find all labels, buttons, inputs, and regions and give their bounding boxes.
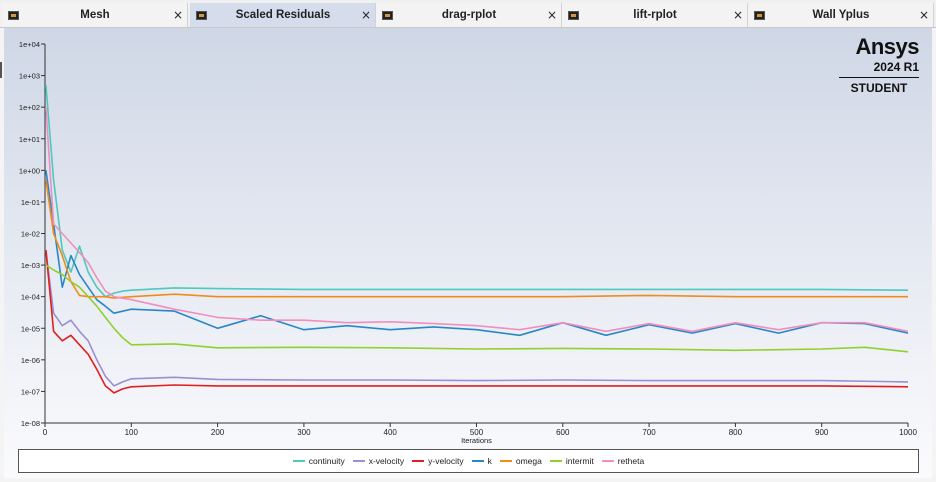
y-tick-label: 1e-03: [21, 261, 40, 270]
legend-label: intermit: [565, 456, 594, 466]
legend-item-intermit: intermit: [549, 456, 594, 466]
legend-label: continuity: [308, 456, 345, 466]
graphics-window-icon: [382, 10, 393, 20]
graphics-window[interactable]: 1e+04 1e+03 1e+02 1e+01 1e+00 1e-01 1e-02 1e-03…: [4, 28, 932, 478]
x-tick-label: 900: [815, 428, 829, 437]
legend-swatch: [601, 460, 614, 462]
tab-label: Mesh: [80, 9, 110, 21]
legend-item-k: k: [471, 456, 492, 466]
close-icon[interactable]: ×: [918, 8, 930, 22]
x-tick-label: 200: [211, 428, 225, 437]
y-tick-label: 1e+00: [19, 166, 40, 175]
legend-swatch: [352, 460, 365, 462]
x-tick-label: 800: [729, 428, 743, 437]
close-icon[interactable]: ×: [546, 8, 558, 22]
tab-mesh[interactable]: Mesh ×: [2, 3, 188, 27]
close-icon[interactable]: ×: [172, 8, 184, 22]
legend-label: x-velocity: [368, 456, 405, 466]
y-tick-label: 1e+02: [19, 103, 40, 112]
legend-swatch: [292, 460, 305, 462]
y-tick-label: 1e-08: [21, 419, 40, 428]
brand-divider: [839, 77, 919, 78]
graphics-window-icon: [196, 10, 207, 20]
tab-scaled-residuals[interactable]: Scaled Residuals ×: [190, 3, 376, 27]
chart-background: [4, 28, 932, 478]
legend-item-omega: omega: [499, 456, 542, 466]
tab-label: Scaled Residuals: [235, 9, 331, 21]
y-tick-label: 1e-06: [21, 356, 40, 365]
legend-item-y-velocity: y-velocity: [412, 456, 464, 466]
brand-edition: STUDENT: [850, 81, 908, 95]
ansys-logo: Ansys 2024 R1 STUDENT: [839, 34, 920, 95]
tab-drag-rplot[interactable]: drag-rplot ×: [376, 3, 562, 27]
legend-label: omega: [515, 456, 542, 466]
y-tick-label: 1e-02: [21, 230, 40, 239]
residuals-chart[interactable]: 1e+04 1e+03 1e+02 1e+01 1e+00 1e-01 1e-02 1e-03…: [4, 28, 932, 478]
y-tick-label: 1e-07: [21, 387, 40, 396]
series-line-k: [45, 170, 909, 337]
tab-lift-rplot[interactable]: lift-rplot ×: [562, 3, 748, 27]
brand-version: 2024 R1: [873, 60, 919, 74]
graphics-window-icon: [568, 10, 579, 20]
x-tick-label: 300: [297, 428, 311, 437]
panel-edge-marker: [0, 62, 3, 78]
brand-name: Ansys: [855, 34, 919, 59]
graphics-window-icon: [8, 10, 19, 20]
x-axis-label: Iterations: [461, 436, 492, 445]
y-tick-label: 1e+04: [19, 40, 40, 49]
legend-item-x-velocity: x-velocity: [352, 456, 405, 466]
legend-swatch: [412, 460, 425, 462]
close-icon[interactable]: ×: [360, 8, 372, 22]
series-line-y-velocity: [45, 249, 909, 394]
close-icon[interactable]: ×: [732, 8, 744, 22]
x-tick-label: 700: [642, 428, 656, 437]
chart-series: [45, 85, 909, 394]
y-tick-label: 1e+01: [19, 135, 40, 144]
tab-label: drag-rplot: [441, 9, 497, 21]
series-line-omega: [45, 179, 908, 299]
y-tick-label: 1e+03: [19, 72, 40, 81]
y-tick-label: 1e-01: [21, 198, 40, 207]
series-line-intermit: [45, 264, 909, 353]
x-tick-label: 600: [556, 428, 570, 437]
x-tick-label: 0: [43, 428, 48, 437]
x-tick-label: 400: [384, 428, 398, 437]
x-tick-label: 100: [125, 428, 139, 437]
legend-label: retheta: [617, 456, 645, 466]
x-tick-label: 500: [470, 428, 484, 437]
y-tick-label: 1e-04: [21, 293, 40, 302]
legend-swatch: [549, 460, 562, 462]
legend-item-retheta: retheta: [601, 456, 645, 466]
legend-label: y-velocity: [428, 456, 464, 466]
y-tick-label: 1e-05: [21, 324, 40, 333]
chart-axes: 1e+04 1e+03 1e+02 1e+01 1e+00 1e-01 1e-02 1e-03…: [19, 40, 918, 445]
tab-bar: Mesh × Scaled Residuals × drag-rplot × l…: [0, 0, 936, 28]
tab-label: lift-rplot: [633, 9, 677, 21]
tab-wall-yplus[interactable]: Wall Yplus ×: [748, 3, 934, 27]
x-tick-label: 1000: [899, 428, 917, 437]
series-line-retheta: [45, 107, 909, 333]
graphics-window-icon: [754, 10, 765, 20]
series-line-x-velocity: [45, 249, 909, 387]
legend-swatch: [499, 460, 512, 462]
legend-label: k: [487, 456, 492, 466]
legend-swatch: [471, 460, 484, 462]
tab-label: Wall Yplus: [812, 9, 870, 21]
chart-legend: continuity x-velocity y-velocity k omega inte…: [18, 449, 919, 473]
legend-item-continuity: continuity: [292, 456, 345, 466]
